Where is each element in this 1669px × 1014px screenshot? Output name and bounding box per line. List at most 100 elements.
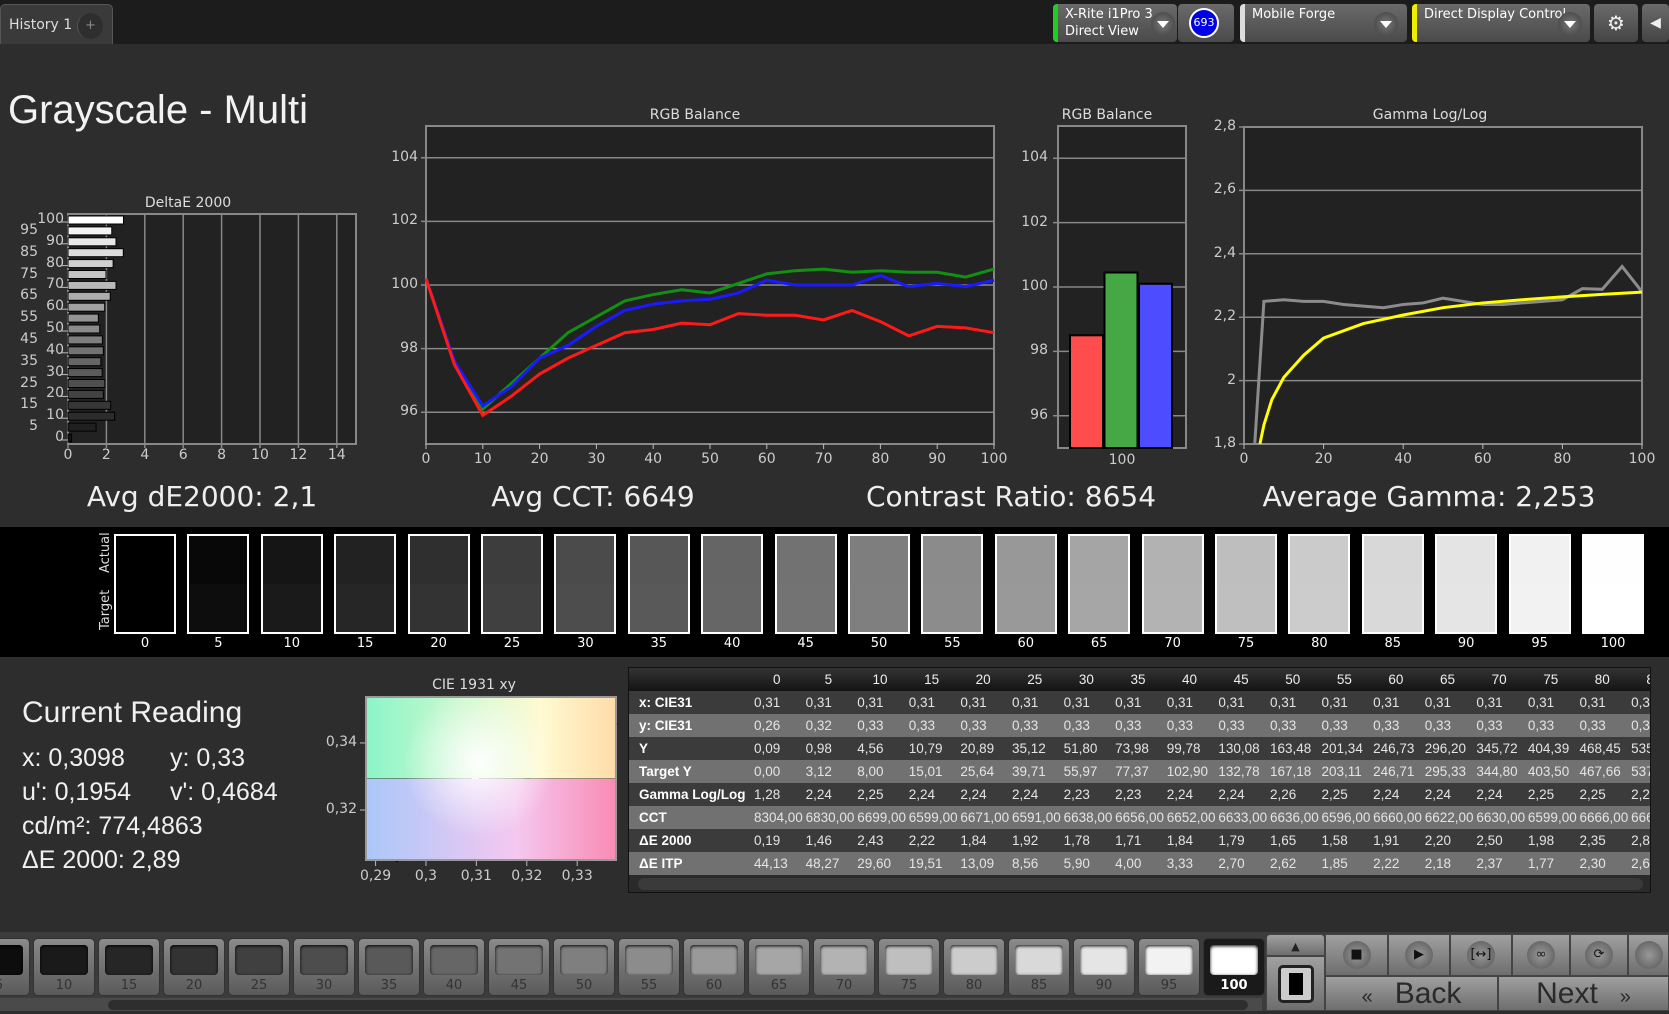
table-cell: 0,33 [1628,714,1650,737]
chevron-down-icon[interactable] [1151,12,1175,36]
deltae-y-tick: 35 [20,352,38,369]
table-cell: 2,24 [1008,783,1061,806]
infinity-button[interactable]: ∞ [1512,934,1570,976]
target-patch [1363,584,1422,632]
blank-button[interactable] [1628,934,1669,976]
grayscale-swatch [554,534,617,634]
deltae-bar [67,248,124,258]
settings-button[interactable]: ⚙ [1594,4,1638,42]
table-cell: 0,31 [1318,691,1371,714]
deltae-bar [67,237,117,247]
deltae-y-tick: 30 [46,363,64,380]
table-cell: 535,5 [1628,737,1650,760]
pattern-thumbnail-65[interactable]: 65 [748,938,810,996]
pattern-thumbnail-10[interactable]: 10 [33,938,95,996]
swatch-level-label: 20 [430,636,447,651]
stop-button[interactable]: ■ [1325,934,1388,976]
pattern-level-label: 30 [315,978,333,993]
table-cell: 0,33 [1421,714,1474,737]
table-cell: 0,09 [751,737,803,760]
grayscale-swatch [187,534,250,634]
pattern-window-toggle[interactable] [1266,956,1325,1011]
meter-selector[interactable]: X-Rite i1Pro 3 Direct View [1053,4,1177,42]
pattern-thumbnail-60[interactable]: 60 [683,938,745,996]
table-cell: 468,45 [1576,737,1629,760]
pattern-thumbnail-35[interactable]: 35 [358,938,420,996]
table-cell: 0,33 [1370,714,1422,737]
table-horizontal-scrollbar[interactable] [638,878,1643,890]
pattern-thumbnail-80[interactable]: 80 [943,938,1005,996]
actual-patch [1143,536,1202,584]
grayscale-swatch [627,534,690,634]
table-cell: 29,60 [854,852,906,875]
chevron-down-icon[interactable] [1558,12,1582,36]
table-cell: 0,33 [957,714,1009,737]
pattern-swatch [430,945,478,975]
pattern-level-label: 20 [185,978,203,993]
deltae-x-tick: 4 [140,447,150,463]
table-cell: 1,77 [1524,852,1577,875]
target-patch [1584,584,1642,632]
pattern-thumbnail-20[interactable]: 20 [163,938,225,996]
actual-patch [1437,536,1496,584]
pattern-thumbnail-30[interactable]: 30 [293,938,355,996]
pattern-swatch [1145,945,1193,975]
pattern-thumbnail-55[interactable]: 55 [618,938,680,996]
table-cell: 537,3 [1628,760,1650,783]
pattern-thumbnail-100[interactable]: 100 [1203,938,1265,996]
pattern-level-label: 25 [250,978,268,993]
pattern-thumbnail-90[interactable]: 90 [1073,938,1135,996]
column-header: 20 [957,668,1009,691]
back-button[interactable]: « Back [1325,976,1498,1011]
pattern-thumbnail-15[interactable]: 15 [98,938,160,996]
grayscale-swatch [1215,534,1277,634]
table-cell: 1,71 [1112,829,1164,852]
table-cell: 6666,00 [1576,806,1629,829]
actual-patch [996,536,1055,584]
pattern-thumbnail-45[interactable]: 45 [488,938,550,996]
chevron-down-icon[interactable] [1374,12,1398,36]
pattern-swatch [1080,945,1128,975]
pattern-thumbnail-75[interactable]: 75 [878,938,940,996]
pattern-thumbnail-85[interactable]: 85 [1008,938,1070,996]
table-row: ΔE ITP 44,13 48,27 29,60 19,51 13,09 8,56 5,90 4… [629,852,1650,875]
pattern-thumbnail-25[interactable]: 25 [228,938,290,996]
deltae-y-tick: 45 [20,330,38,347]
grayscale-swatch [481,534,543,634]
pattern-thumbnail-70[interactable]: 70 [813,938,875,996]
pattern-swatch [0,945,23,975]
target-patch [483,584,541,632]
display-control-selector[interactable]: Direct Display Control [1412,4,1590,42]
rgb-line-x-tick: 20 [530,451,549,467]
target-patch [556,584,615,632]
deltae-bar [67,215,124,225]
next-button[interactable]: Next » [1498,976,1669,1011]
pattern-thumbnail-40[interactable]: 40 [423,938,485,996]
table-cell: 6669, [1628,806,1650,829]
pattern-thumbnail-5[interactable]: 5 [0,938,30,996]
grayscale-swatch [1068,534,1131,634]
tab-history-1[interactable]: History 1 + [0,4,113,44]
play-button[interactable]: ▶ [1388,934,1450,976]
generator-selector[interactable]: Mobile Forge [1240,4,1407,42]
deltae-y-tick: 40 [46,341,64,358]
fit-button[interactable]: [↔] [1450,934,1512,976]
thumbnail-scrollbar-thumb[interactable] [108,1000,1248,1010]
collapse-button[interactable]: ◀ [1642,4,1669,42]
rgb-line-x-tick: 30 [587,451,606,467]
scroll-up-button[interactable]: ▲ [1266,934,1325,956]
meter-badge-area: 693 [1178,4,1234,42]
green-balance-bar [1103,271,1139,450]
pattern-thumbnail-95[interactable]: 95 [1138,938,1200,996]
swatch-level-label: 40 [723,636,741,651]
gamma-x-tick: 80 [1553,451,1572,467]
pattern-level-label: 60 [705,978,723,993]
table-cell: 2,18 [1421,852,1474,875]
pattern-thumbnail-50[interactable]: 50 [553,938,615,996]
table-cell: 2,23 [1060,783,1113,806]
actual-patch [850,536,908,584]
deltae-bar [67,313,99,323]
add-tab-button[interactable]: + [77,13,103,39]
actual-patch [703,536,762,584]
refresh-button[interactable]: ⟳ [1570,934,1628,976]
